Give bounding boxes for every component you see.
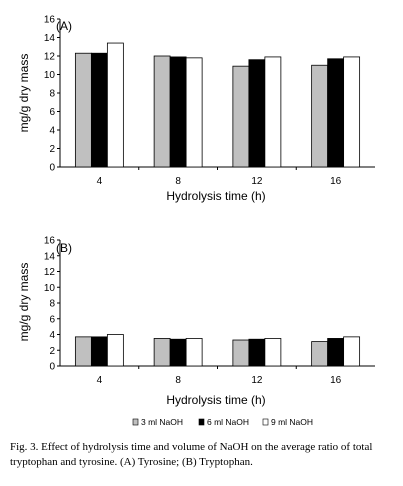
panel-b-y-axis-label: mg/g dry mass <box>17 263 31 342</box>
bar-a-9ml-h12 <box>264 56 282 168</box>
bar-b-9ml-h12 <box>264 338 282 367</box>
legend-item-6ml: 6 ml NaOH <box>198 417 249 427</box>
legend-item-9ml: 9 ml NaOH <box>262 417 313 427</box>
panel-b-plot: 0 2 4 6 8 10 12 14 16 4 8 12 16 <box>44 236 375 386</box>
bar-b-9ml-h8 <box>185 338 203 367</box>
figure-caption: Fig. 3. Effect of hydrolysis time and vo… <box>10 441 373 468</box>
bar-b-6ml-h12 <box>248 338 266 367</box>
y-tick-label: 0 <box>49 362 55 373</box>
legend-label-3ml: 3 ml NaOH <box>141 417 183 427</box>
y-tick-label: 4 <box>49 330 55 341</box>
bar-b-3ml-h8 <box>153 338 171 367</box>
x-tick-label: 8 <box>175 375 181 386</box>
y-tick-label: 10 <box>44 283 56 294</box>
y-tick-label: 14 <box>44 33 56 44</box>
bar-a-3ml-h16 <box>311 64 329 168</box>
y-tick-label: 12 <box>44 267 56 278</box>
bar-b-3ml-h12 <box>232 339 250 367</box>
y-tick-label: 10 <box>44 70 56 81</box>
y-tick-label: 16 <box>44 15 56 26</box>
legend-swatch-3ml <box>132 418 139 426</box>
panel-b-x-axis-label: Hydrolysis time (h) <box>166 393 265 407</box>
panel-b-label: (B) <box>56 241 72 255</box>
bar-a-9ml-h8 <box>185 57 203 168</box>
bar-a-9ml-h4 <box>106 42 124 168</box>
bar-b-6ml-h4 <box>90 336 108 367</box>
panel-a-label: (A) <box>56 19 72 33</box>
y-tick-label: 0 <box>49 163 55 174</box>
bar-b-3ml-h16 <box>311 341 329 367</box>
legend-swatch-6ml <box>198 418 205 426</box>
y-tick-label: 6 <box>49 107 55 118</box>
bar-b-6ml-h8 <box>169 338 187 367</box>
bar-a-6ml-h8 <box>169 56 187 168</box>
chart-panel-a: (A) mg/g dry mass 0 2 4 6 8 10 12 14 16 4 8 12 16 Hy… <box>17 15 375 203</box>
x-tick-label: 4 <box>97 375 103 386</box>
legend-label-6ml: 6 ml NaOH <box>207 417 249 427</box>
bar-b-6ml-h16 <box>327 338 345 367</box>
y-tick-label: 12 <box>44 52 56 63</box>
legend-swatch-9ml <box>262 418 269 426</box>
y-tick-label: 14 <box>44 251 56 262</box>
x-tick-label: 16 <box>330 375 342 386</box>
legend-label-9ml: 9 ml NaOH <box>271 417 313 427</box>
panel-a-x-axis-label: Hydrolysis time (h) <box>166 189 265 203</box>
bar-a-6ml-h12 <box>248 59 266 168</box>
bar-a-3ml-h4 <box>74 52 92 168</box>
panel-a-y-axis-label: mg/g dry mass <box>17 54 31 133</box>
legend: 3 ml NaOH 6 ml NaOH 9 ml NaOH <box>132 417 313 427</box>
y-tick-label: 2 <box>49 144 55 155</box>
bar-a-6ml-h16 <box>327 58 345 168</box>
bar-a-3ml-h8 <box>153 55 171 168</box>
bar-a-6ml-h4 <box>90 52 108 168</box>
bar-a-3ml-h12 <box>232 65 250 168</box>
x-tick-label: 12 <box>251 176 263 187</box>
bar-b-3ml-h4 <box>74 336 92 367</box>
x-tick-label: 8 <box>175 176 181 187</box>
x-tick-label: 16 <box>330 176 342 187</box>
y-tick-label: 8 <box>49 299 55 310</box>
panel-a-plot: 0 2 4 6 8 10 12 14 16 4 8 12 16 <box>44 15 375 187</box>
bar-b-9ml-h4 <box>106 334 124 367</box>
y-tick-label: 6 <box>49 314 55 325</box>
bar-a-9ml-h16 <box>343 56 361 168</box>
chart-panel-b: (B) mg/g dry mass 0 2 4 6 8 10 12 14 16 4 8 12 16 Hy… <box>17 236 375 407</box>
y-tick-label: 8 <box>49 89 55 100</box>
x-tick-label: 12 <box>251 375 263 386</box>
x-tick-label: 4 <box>97 176 103 187</box>
y-tick-label: 2 <box>49 346 55 357</box>
y-tick-label: 4 <box>49 126 55 137</box>
legend-item-3ml: 3 ml NaOH <box>132 417 183 427</box>
y-tick-label: 16 <box>44 236 56 247</box>
bar-b-9ml-h16 <box>343 336 361 367</box>
